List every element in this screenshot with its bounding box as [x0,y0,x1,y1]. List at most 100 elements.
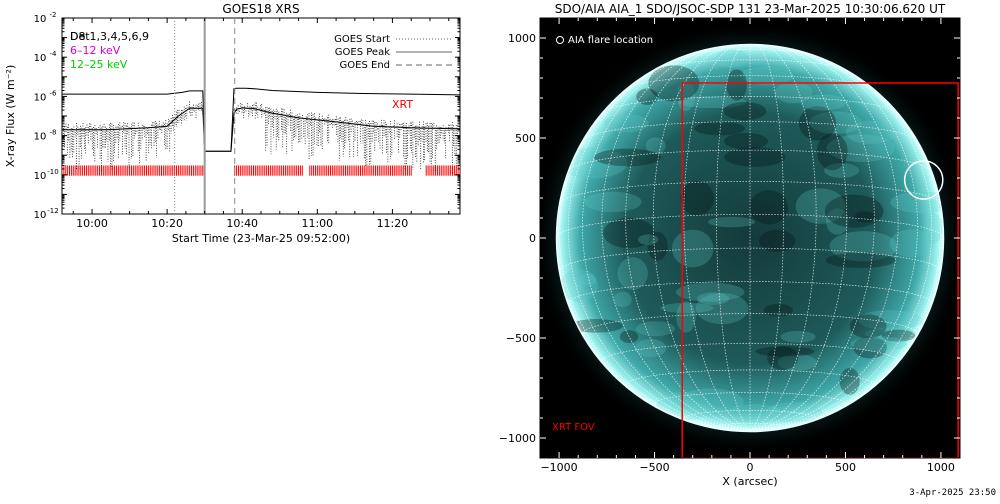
disk-feature [767,346,799,370]
disk-feature [723,101,767,121]
image-y-tick-label: −1000 [499,432,536,445]
x-tick-label: 10:20 [151,217,183,230]
longitude-line [749,44,848,431]
y-tick-exponent: -12 [47,207,58,215]
x-tick-label: 10:40 [226,217,258,230]
y-tick-label: 10 [34,14,47,25]
disk-feature [889,229,934,258]
image-y-tick-label: 500 [515,132,536,145]
image-x-tick-label: −1000 [540,461,577,474]
longitude-line [749,55,933,431]
disk-feature [839,367,860,395]
y-tick-label: 10 [34,210,47,221]
disk-feature [774,81,813,104]
image-x-label: X (arcsec) [722,475,777,488]
disk-feature [645,137,666,155]
disk-feature [824,194,884,228]
y-tick-label: 10 [34,92,47,103]
latitude-line [583,121,917,141]
disk-feature [584,191,642,213]
disk-feature [603,217,655,249]
disk-feature [795,188,846,224]
y-tick-exponent: -4 [50,50,58,58]
latitude-line [559,181,941,204]
disk-feature [780,330,816,343]
disk-feature [800,94,846,111]
x-tick-label: 11:00 [301,217,333,230]
image-x-ticks: −1000 −500 0 500 1000 [540,18,955,474]
image-x-tick-label: 1000 [927,461,955,474]
disk-feature [671,229,714,268]
y-tick-label: 10 [34,132,47,143]
latitude-line [582,313,918,335]
latitude-line [601,343,899,362]
y-tick-label: 10 [34,53,47,64]
longitude-line [749,49,918,431]
longitude-line [625,46,751,431]
longitude-line [582,49,751,431]
x-tick-label: 11:20 [377,217,409,230]
channel-info-label: 12–25 keV [70,58,128,71]
latitude-line [683,410,817,419]
disk-feature [816,133,848,171]
image-y-tick-label: 0 [529,232,536,245]
disk-feature [829,231,898,262]
image-y-ticks: 1000 500 0 −500 −1000 [499,32,960,445]
overlap-label: D8 [70,30,85,43]
disk-feature [723,133,769,150]
longitude-line [601,46,751,431]
disk-feature [613,291,632,308]
xrt-fov-label: XRT FOV [552,422,595,433]
latitude-line [567,281,933,304]
longitude-line [749,46,899,431]
legend-label: GOES Peak [335,47,390,58]
disk-feature [739,66,794,85]
aia-image-title: SDO/AIA AIA_1 SDO/JSOC-SDP 131 23-Mar-20… [555,2,946,16]
disk-feature [715,49,749,69]
xrt-coverage-bars [62,165,460,176]
goes-lightcurve-panel: GOES18 XRS 10:00 10:20 10:40 11:00 11:20 10-… [4,2,461,245]
disk-feature [809,111,862,134]
y-tick-exponent: -10 [47,168,58,176]
disk-feature [695,292,749,325]
disk-feature [890,191,944,214]
lightcurve-y-label: X-ray Flux (W m⁻²) [4,65,17,167]
disk-feature [676,282,745,302]
disk-feature [648,65,700,102]
disk-feature [850,336,908,352]
disk-feature [759,229,796,252]
disk-feature [617,257,648,290]
short-channel-line [62,107,460,152]
longitude-line [567,55,751,431]
disk-feature [749,190,789,225]
y-tick-exponent: -2 [50,11,57,19]
disk-feature [603,114,649,133]
disk-feature [798,106,837,141]
xrt-fov-box [681,82,959,458]
disk-feature [825,252,896,268]
lightcurve-series [62,87,460,172]
aia-image-panel: SDO/AIA AIA_1 SDO/JSOC-SDP 131 23-Mar-20… [499,2,961,488]
latitude-line [568,149,932,172]
lightcurve-x-ticks: 10:00 10:20 10:40 11:00 11:20 [72,18,450,230]
disk-feature [594,148,661,167]
disk-feature [677,388,744,416]
disk-feature [696,292,730,305]
flare-location-circle [903,160,944,200]
image-y-tick-label: 1000 [508,32,536,45]
y-tick-exponent: -8 [50,129,57,137]
lightcurve-plot-frame [61,17,461,215]
longitude-line [749,46,875,431]
disk-feature [923,212,943,244]
disk-feature [569,319,623,333]
y-tick-exponent: -6 [50,89,58,97]
disk-feature [824,163,860,178]
disk-feature [826,208,849,235]
disk-feature [707,216,755,228]
disk-feature [777,354,817,371]
disk-feature [680,180,714,216]
